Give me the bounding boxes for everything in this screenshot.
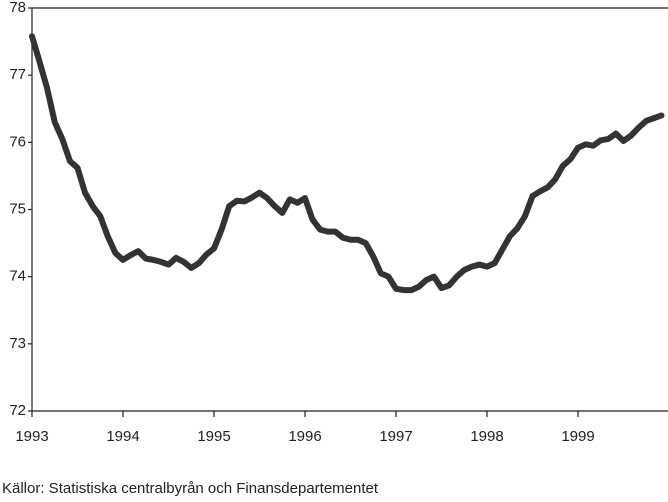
- x-tick-label: 1997: [379, 428, 412, 445]
- y-tick-label: 77: [9, 66, 26, 83]
- x-tick-label: 1994: [106, 428, 139, 445]
- plot-frame: [31, 7, 668, 412]
- y-tick-label: 73: [9, 335, 26, 352]
- y-tick-label: 72: [9, 402, 26, 419]
- y-tick-label: 76: [9, 133, 26, 150]
- data-line: [29, 33, 665, 294]
- y-tick-label: 75: [9, 200, 26, 217]
- x-tick-label: 1993: [15, 428, 48, 445]
- source-note: Källor: Statistiska centralbyrån och Fin…: [2, 480, 379, 497]
- x-tick-label: 1995: [197, 428, 230, 445]
- y-tick-label: 74: [9, 268, 26, 285]
- y-tick-label: 78: [9, 0, 26, 16]
- x-tick-label: 1998: [470, 428, 503, 445]
- x-tick-label: 1999: [561, 428, 594, 445]
- x-tick-label: 1996: [288, 428, 321, 445]
